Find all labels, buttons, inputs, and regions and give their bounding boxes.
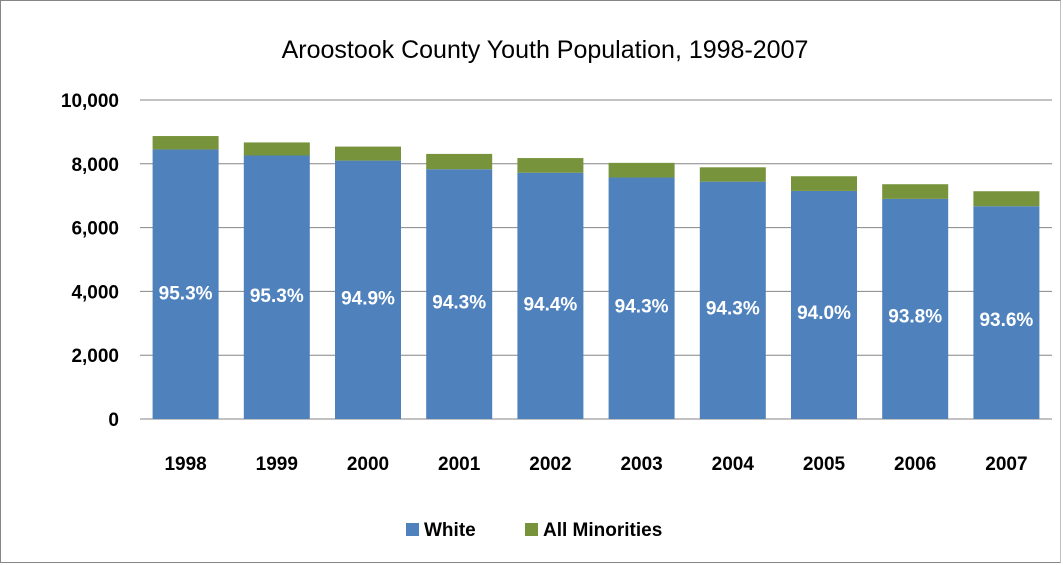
legend-swatch xyxy=(525,523,538,536)
y-tick-label: 8,000 xyxy=(71,155,119,176)
legend-item-all-minorities: All Minorities xyxy=(525,520,662,541)
y-tick-label: 4,000 xyxy=(71,282,119,303)
bar-stack-1999: 95.3% xyxy=(243,142,310,420)
legend-swatch xyxy=(406,523,419,536)
x-tick-label: 2003 xyxy=(620,454,662,475)
x-tick-label: 1999 xyxy=(256,454,298,475)
data-label: 93.6% xyxy=(979,310,1033,331)
y-axis-tick-labels: 0 2,000 4,000 6,000 8,000 10,000 xyxy=(61,91,119,431)
bar-all-minorities-2003 xyxy=(608,162,675,178)
legend-label: All Minorities xyxy=(543,520,662,541)
bar-all-minorities-2004 xyxy=(699,167,766,182)
x-tick-label: 2002 xyxy=(529,454,571,475)
bar-all-minorities-1998 xyxy=(152,136,219,150)
bar-all-minorities-2006 xyxy=(882,184,949,199)
data-label: 94.3% xyxy=(706,298,760,319)
x-tick-label: 2005 xyxy=(803,454,846,475)
bar-white-2007 xyxy=(973,206,1040,419)
legend: White All Minorities xyxy=(406,520,662,541)
bar-white-2002 xyxy=(517,172,584,419)
bar-stack-2000: 94.9% xyxy=(335,146,401,420)
bar-white-1999 xyxy=(243,155,310,420)
bar-all-minorities-1999 xyxy=(243,142,310,156)
x-tick-label: 2004 xyxy=(712,454,755,475)
data-label: 94.9% xyxy=(341,289,395,310)
y-tick-label: 10,000 xyxy=(61,91,119,112)
bar-all-minorities-2002 xyxy=(517,158,584,173)
bar-stack-2006: 93.8% xyxy=(882,184,949,419)
x-tick-label: 2000 xyxy=(347,454,389,475)
bar-stack-1998: 95.3% xyxy=(152,136,219,419)
data-label: 94.3% xyxy=(615,297,669,318)
x-tick-label: 1998 xyxy=(164,454,206,475)
data-label: 94.0% xyxy=(797,303,851,324)
bar-stack-2004: 94.3% xyxy=(699,167,766,419)
y-tick-label: 6,000 xyxy=(71,219,119,240)
bar-all-minorities-2001 xyxy=(426,153,493,170)
bar-stack-2001: 94.3% xyxy=(426,153,493,419)
legend-item-white: White xyxy=(406,520,476,541)
x-tick-label: 2006 xyxy=(894,454,936,475)
data-label: 94.3% xyxy=(432,293,486,314)
data-label: 94.4% xyxy=(523,294,577,315)
bar-white-2001 xyxy=(426,169,493,419)
legend-label: White xyxy=(424,520,476,541)
chart-title: Aroostook County Youth Population, 1998-… xyxy=(282,36,809,64)
bar-stack-2003: 94.3% xyxy=(608,162,675,419)
bar-white-1998 xyxy=(152,149,219,419)
y-tick-label: 2,000 xyxy=(71,346,119,367)
data-label: 95.3% xyxy=(250,286,304,307)
bar-stack-2005: 94.0% xyxy=(791,176,857,419)
data-label: 95.3% xyxy=(159,283,213,304)
y-tick-label: 0 xyxy=(108,410,119,431)
bar-group: 95.3% 95.3% 94.9% 94.3% 94.4% 94.3% 94.3% 94.0%… xyxy=(152,136,1040,420)
x-tick-label: 2001 xyxy=(438,454,481,475)
bar-all-minorities-2007 xyxy=(973,191,1040,207)
data-label: 93.8% xyxy=(888,307,942,328)
bar-white-2005 xyxy=(791,190,857,419)
bar-white-2004 xyxy=(699,181,766,419)
bar-white-2000 xyxy=(335,160,401,420)
bar-all-minorities-2000 xyxy=(335,146,401,161)
bar-stack-2007: 93.6% xyxy=(973,191,1040,419)
bar-stack-2002: 94.4% xyxy=(517,158,584,419)
x-tick-label: 2007 xyxy=(985,454,1027,475)
bar-white-2006 xyxy=(882,198,949,419)
bar-white-2003 xyxy=(608,177,675,419)
x-axis-tick-labels: 1998 1999 2000 2001 2002 2003 2004 2005 2006 2007 xyxy=(164,454,1027,475)
bar-all-minorities-2005 xyxy=(791,176,857,191)
